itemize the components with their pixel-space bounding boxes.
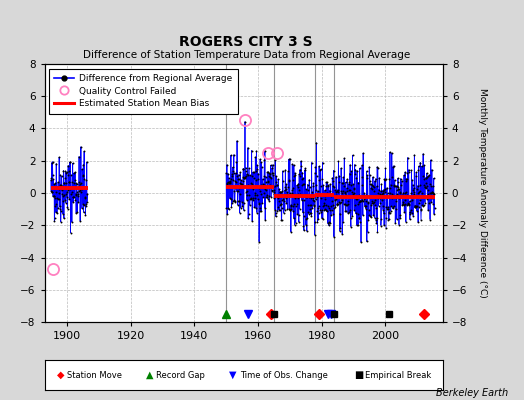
Text: Difference of Station Temperature Data from Regional Average: Difference of Station Temperature Data f… — [83, 50, 410, 60]
Text: ▼: ▼ — [230, 370, 237, 380]
Legend: Difference from Regional Average, Quality Control Failed, Estimated Station Mean: Difference from Regional Average, Qualit… — [49, 68, 237, 114]
Text: ■: ■ — [354, 370, 364, 380]
Text: Station Move: Station Move — [67, 371, 122, 380]
Text: Time of Obs. Change: Time of Obs. Change — [240, 371, 328, 380]
Text: ▲: ▲ — [146, 370, 153, 380]
Y-axis label: Monthly Temperature Anomaly Difference (°C): Monthly Temperature Anomaly Difference (… — [478, 88, 487, 298]
Text: ◆: ◆ — [57, 370, 64, 380]
Text: Empirical Break: Empirical Break — [365, 371, 431, 380]
Text: ROGERS CITY 3 S: ROGERS CITY 3 S — [179, 35, 313, 49]
Text: Berkeley Earth: Berkeley Earth — [436, 388, 508, 398]
Text: Record Gap: Record Gap — [156, 371, 204, 380]
